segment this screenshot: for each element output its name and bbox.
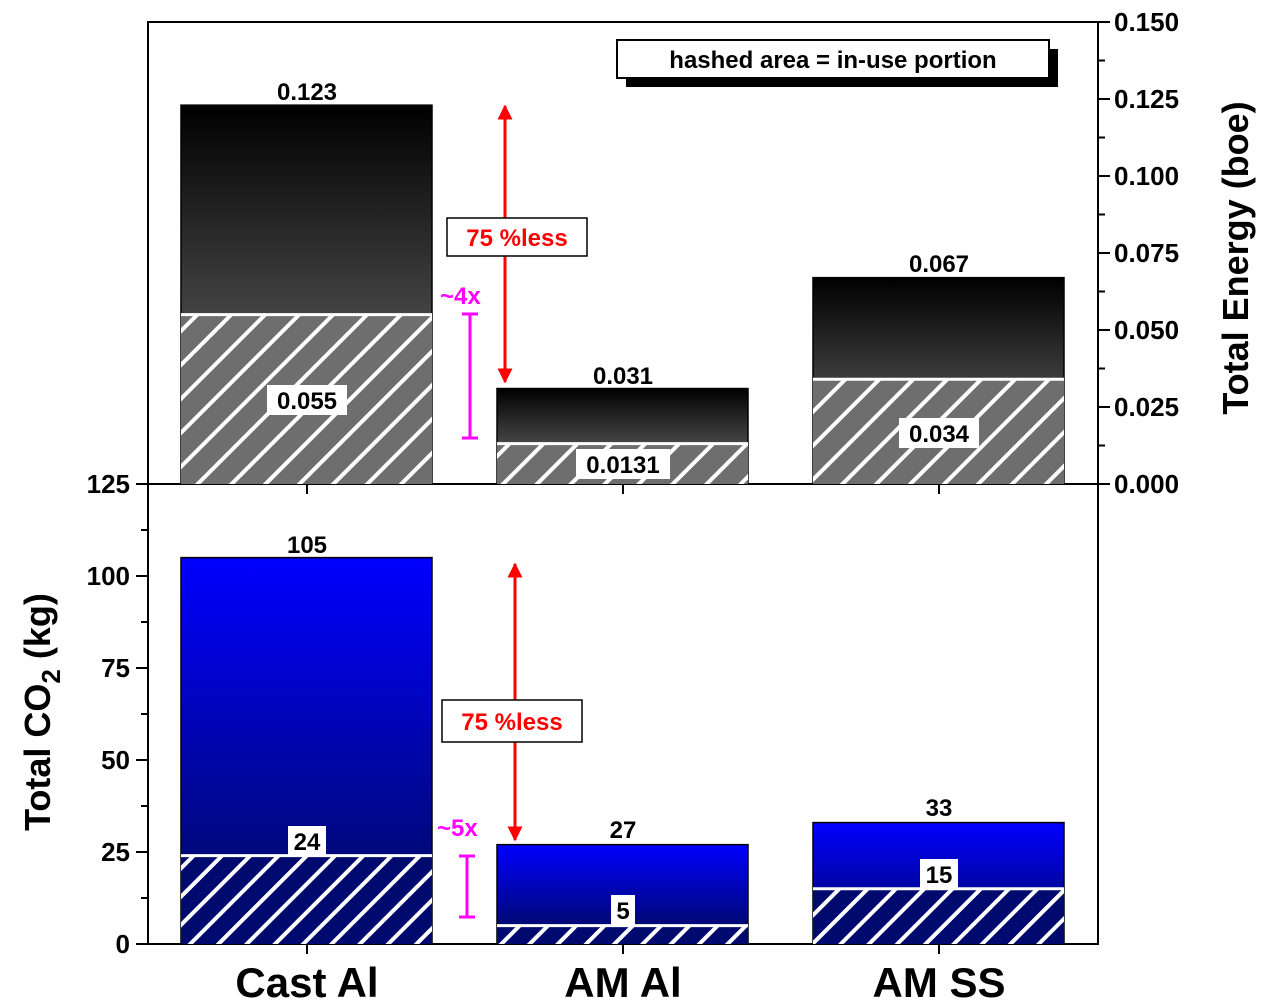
category-label-0: Cast Al bbox=[235, 959, 378, 1003]
co2-in-use-label-0-bg bbox=[288, 826, 326, 856]
energy-in-use-label-1: 0.0131 bbox=[586, 452, 659, 479]
co2-axis-title-main: Total CO bbox=[17, 684, 58, 831]
energy-in-use-label-2-bg bbox=[899, 418, 979, 448]
energy-tick-label-2: 0.050 bbox=[1114, 315, 1179, 345]
axes: 0.0000.0250.0500.0750.1000.1250.15002550… bbox=[87, 7, 1179, 1003]
annotations: 75 %less ~4x 75 %less ~5x bbox=[437, 104, 588, 919]
value-labels: 0.123 0.031 0.067 0.055 0.0131 0.034 105 27 33 24… bbox=[267, 79, 979, 925]
energy-tick-label-4: 0.100 bbox=[1114, 161, 1179, 191]
co2-in-use-label-2: 15 bbox=[926, 862, 953, 889]
co2-tick-label-0: 0 bbox=[116, 929, 130, 959]
co2-total-label-2: 33 bbox=[926, 795, 953, 822]
energy-tick-label-0: 0.000 bbox=[1114, 469, 1179, 499]
co2-tick-label-5: 125 bbox=[87, 469, 130, 499]
top-ratio-bracket bbox=[462, 312, 478, 440]
legend-note-text: hashed area = in-use portion bbox=[669, 47, 996, 74]
energy-tick-label-5: 0.125 bbox=[1114, 84, 1179, 114]
co2-bar-in-use-2 bbox=[813, 888, 1064, 944]
co2-axis-title-unit: (kg) bbox=[17, 593, 58, 669]
co2-in-use-label-0: 24 bbox=[294, 829, 321, 856]
co2-in-use-label-2-bg bbox=[920, 859, 958, 889]
bottom-reduction-label: 75 %less bbox=[461, 709, 562, 736]
co2-tick-label-2: 50 bbox=[101, 745, 130, 775]
top-reduction-box bbox=[446, 217, 588, 257]
energy-tick-label-3: 0.075 bbox=[1114, 238, 1179, 268]
energy-in-use-label-1-bg bbox=[576, 449, 670, 479]
co2-tick-label-3: 75 bbox=[101, 653, 130, 683]
energy-tick-label-1: 0.025 bbox=[1114, 392, 1179, 422]
co2-tick-label-4: 100 bbox=[87, 561, 130, 591]
co2-in-use-label-1: 5 bbox=[616, 898, 629, 925]
bottom-ratio-label: ~5x bbox=[437, 815, 478, 842]
co2-total-label-1: 27 bbox=[610, 817, 637, 844]
co2-bar-in-use-0 bbox=[181, 855, 432, 944]
co2-bar-in-use-1 bbox=[497, 925, 748, 944]
category-label-2: AM SS bbox=[872, 959, 1005, 1003]
energy-total-label-1: 0.031 bbox=[593, 363, 653, 390]
top-reduction-label: 75 %less bbox=[466, 225, 567, 252]
energy-axis-title: Total Energy (boe) bbox=[1215, 101, 1256, 414]
co2-axis-title-subscript: 2 bbox=[36, 669, 66, 683]
bottom-panel-bars bbox=[180, 556, 1065, 945]
bottom-reduction-box bbox=[441, 699, 583, 743]
legend-note: hashed area = in-use portion bbox=[616, 39, 1058, 87]
co2-total-label-0: 105 bbox=[287, 532, 327, 559]
energy-in-use-label-0-bg bbox=[267, 385, 347, 415]
co2-tick-label-1: 25 bbox=[101, 837, 130, 867]
energy-tick-label-6: 0.150 bbox=[1114, 7, 1179, 37]
energy-total-label-2: 0.067 bbox=[909, 251, 969, 278]
top-ratio-label: ~4x bbox=[440, 283, 481, 310]
category-label-1: AM Al bbox=[564, 959, 681, 1003]
co2-in-use-label-1-bg bbox=[611, 895, 635, 925]
energy-total-label-0: 0.123 bbox=[277, 79, 337, 106]
energy-in-use-label-0: 0.055 bbox=[277, 388, 337, 415]
bottom-ratio-bracket bbox=[459, 854, 475, 919]
energy-in-use-label-2: 0.034 bbox=[909, 421, 970, 448]
co2-axis-title: Total CO2 (kg) bbox=[17, 593, 66, 831]
